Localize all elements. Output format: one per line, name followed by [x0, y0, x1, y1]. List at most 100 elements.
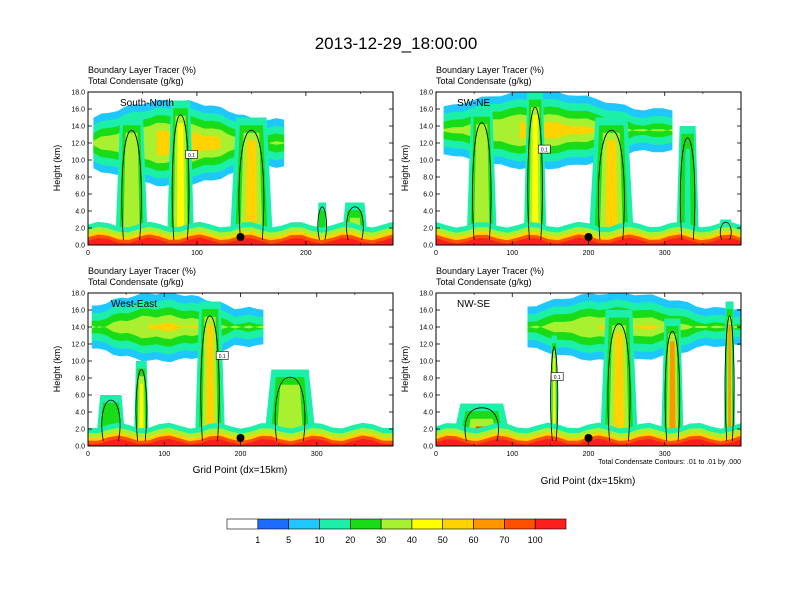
x-tick-label: 200	[583, 451, 595, 458]
y-axis-label: Height (km)	[52, 346, 62, 393]
x-tick-label: 100	[191, 250, 203, 257]
condensate-contour	[464, 407, 499, 441]
colorbar-label: 50	[438, 535, 448, 545]
colorbar-swatch	[504, 518, 536, 530]
colorbar-label: 1	[255, 535, 260, 545]
y-tick-label: 2.0	[75, 427, 85, 434]
axes: 0 100 200 300 0.0 2.0 4.0 6.0 8.0 10.0 12.0 14.0 16.…	[419, 291, 741, 458]
y-tick-label: 16.0	[419, 107, 433, 114]
condensate-contour	[550, 346, 559, 441]
y-tick-label: 4.0	[75, 209, 85, 216]
y-tick-label: 14.0	[419, 124, 433, 131]
y-tick-label: 6.0	[423, 393, 433, 400]
y-tick-label: 8.0	[75, 175, 85, 182]
colorbar-label: 60	[468, 535, 478, 545]
colorbar-swatch	[257, 518, 289, 530]
contour-label-box	[537, 144, 551, 154]
panel-label: SW-NE	[457, 98, 490, 109]
convective-cell	[684, 148, 691, 245]
condensate-contour	[472, 122, 492, 240]
y-tick-label: 8.0	[423, 175, 433, 182]
x-tick-label: 0	[86, 250, 90, 257]
x-axis-label: Grid Point (dx=15km)	[541, 476, 636, 487]
x-tick-label: 100	[506, 451, 518, 458]
panel-title: Boundary Layer Tracer (%)	[88, 266, 196, 276]
y-tick-label: 12.0	[71, 141, 85, 148]
contour-label-box	[215, 351, 229, 360]
colorbar-label: 5	[286, 535, 291, 545]
y-tick-label: 0.0	[75, 243, 85, 250]
colorbar-swatch	[349, 518, 382, 530]
convective-cell	[127, 140, 137, 245]
heatmap-field: 0.1	[88, 99, 393, 245]
contour-label: 0.1	[541, 148, 548, 154]
condensate-contour	[135, 369, 148, 441]
y-tick-label: 2.0	[75, 226, 85, 233]
x-tick-label: 0	[434, 451, 438, 458]
y-axis-label: Height (km)	[400, 145, 410, 192]
condensate-contour	[607, 323, 631, 441]
location-marker	[236, 434, 245, 442]
colorbar-label: 10	[314, 535, 324, 545]
colorbar-swatch	[442, 518, 474, 530]
y-tick-label: 16.0	[71, 107, 85, 114]
x-tick-label: 300	[659, 451, 671, 458]
panel-title: Boundary Layer Tracer (%)	[436, 266, 544, 276]
y-axis-label: Height (km)	[400, 346, 410, 393]
convective-cell	[605, 140, 618, 245]
condensate-contour	[346, 206, 364, 240]
plot-frame	[87, 91, 394, 246]
x-tick-label: 200	[583, 250, 595, 257]
y-tick-label: 14.0	[71, 124, 85, 131]
y-tick-label: 2.0	[423, 226, 433, 233]
condensate-contour	[171, 114, 190, 240]
x-tick-label: 0	[86, 451, 90, 458]
axes: 0 100 200 300 0.0 2.0 4.0 6.0 8.0 10.0 12.0 14.0 16.…	[71, 291, 393, 458]
y-tick-label: 12.0	[71, 342, 85, 349]
panel-label: NW-SE	[457, 299, 490, 310]
condensate-contour	[121, 129, 142, 240]
condensate-contour	[664, 330, 681, 441]
y-tick-label: 14.0	[419, 325, 433, 332]
axes: 0 100 200 300 0.0 2.0 4.0 6.0 8.0 10.0 12.0 14.0 16.…	[419, 90, 741, 257]
convective-cell	[477, 131, 486, 245]
x-tick-label: 300	[311, 451, 323, 458]
y-axis-label: Height (km)	[52, 145, 62, 192]
panel-subtitle: Total Condensate (g/kg)	[436, 277, 532, 287]
colorbar-label: 100	[528, 535, 543, 545]
panel-sw-ne: Boundary Layer Tracer (%) Total Condensa…	[400, 65, 742, 257]
y-tick-label: 10.0	[71, 359, 85, 366]
convective-cell	[205, 324, 215, 446]
panel-title: Boundary Layer Tracer (%)	[88, 65, 196, 75]
y-tick-label: 8.0	[75, 376, 85, 383]
y-tick-label: 10.0	[419, 359, 433, 366]
y-tick-label: 0.0	[423, 444, 433, 451]
convective-cell	[613, 332, 625, 446]
y-tick-label: 6.0	[423, 192, 433, 199]
condensate-contour	[317, 206, 327, 240]
condensate-contour	[200, 315, 220, 441]
convective-cell	[669, 341, 676, 446]
y-tick-label: 4.0	[423, 410, 433, 417]
condensate-contour	[724, 315, 735, 441]
y-tick-label: 14.0	[71, 325, 85, 332]
panel-subtitle: Total Condensate (g/kg)	[88, 277, 184, 287]
location-marker	[236, 233, 245, 241]
x-tick-label: 300	[659, 250, 671, 257]
y-tick-label: 10.0	[71, 158, 85, 165]
colorbar-label: 40	[407, 535, 417, 545]
y-tick-label: 6.0	[75, 192, 85, 199]
colorbar-swatch	[534, 518, 567, 530]
y-tick-label: 10.0	[419, 158, 433, 165]
colorbar-swatch	[411, 518, 443, 530]
y-tick-label: 2.0	[423, 427, 433, 434]
condensate-contour	[527, 106, 543, 240]
contour-label-box	[185, 150, 198, 159]
y-tick-label: 0.0	[75, 444, 85, 451]
y-tick-label: 8.0	[423, 376, 433, 383]
y-tick-label: 4.0	[75, 410, 85, 417]
colorbar-label: 70	[499, 535, 509, 545]
panel-title: Boundary Layer Tracer (%)	[436, 65, 544, 75]
colorbar-swatch	[380, 518, 413, 530]
heatmap-field: 0.1	[88, 293, 393, 446]
